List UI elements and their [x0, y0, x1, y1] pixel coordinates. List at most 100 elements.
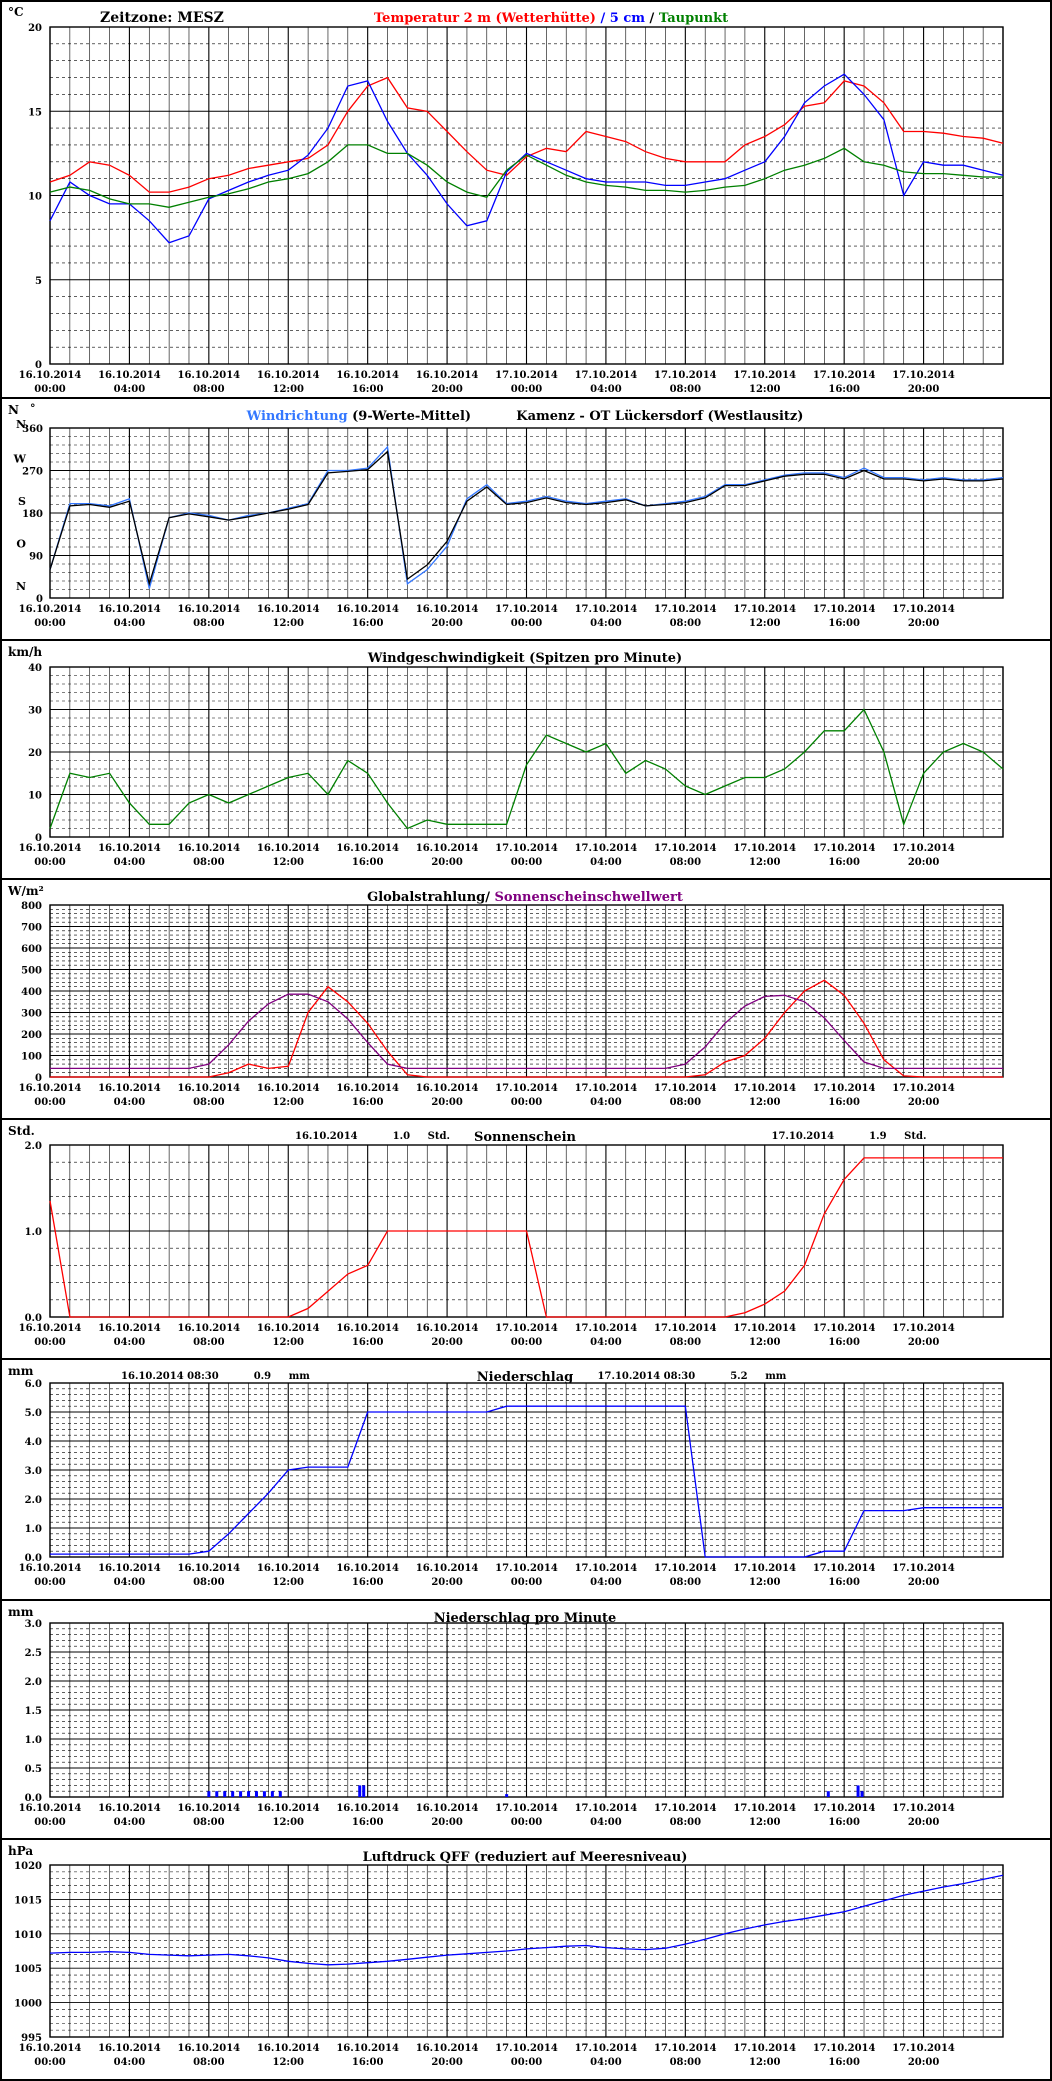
x-tick-date: 17.10.2014: [495, 370, 558, 381]
x-tick-time: 20:00: [431, 384, 463, 395]
x-tick-time: 16:00: [352, 1817, 384, 1828]
x-tick-date: 16.10.2014: [336, 604, 399, 615]
chart-title: Niederschlag: [477, 1370, 573, 1385]
chart-title-part: Globalstrahlung: [367, 890, 485, 905]
y-tick-label: 0.5: [25, 1764, 42, 1775]
y-tick-label: 20: [28, 748, 42, 759]
x-tick-date: 17.10.2014: [733, 843, 796, 854]
precip-bar: [270, 1791, 274, 1797]
x-tick-time: 16:00: [828, 1337, 860, 1348]
annotation-value: 5.2: [730, 1371, 747, 1382]
series-line: [50, 1405, 1003, 1558]
chart-title: Globalstrahlung/ Sonnenscheinschwellwert: [367, 890, 683, 905]
x-tick-time: 12:00: [749, 857, 781, 868]
x-tick-time: 20:00: [431, 618, 463, 629]
chart-title-part: Niederschlag: [477, 1370, 573, 1385]
x-tick-date: 17.10.2014: [733, 604, 796, 615]
x-tick-date: 17.10.2014: [654, 843, 717, 854]
chart-title: Temperatur 2 m (Wetterhütte) / 5 cm / Ta…: [374, 11, 728, 26]
x-tick-time: 04:00: [114, 1097, 146, 1108]
annotation-date: 17.10.2014 08:30: [598, 1371, 696, 1382]
chart-title: Sonnenschein: [474, 1130, 577, 1145]
x-tick-date: 17.10.2014: [892, 1083, 955, 1094]
x-tick-date: 16.10.2014: [19, 843, 82, 854]
x-tick-time: 04:00: [590, 618, 622, 629]
x-tick-date: 16.10.2014: [257, 370, 320, 381]
x-tick-date: 16.10.2014: [19, 604, 82, 615]
x-tick-time: 04:00: [114, 1817, 146, 1828]
x-tick-time: 08:00: [193, 384, 225, 395]
x-tick-date: 17.10.2014: [575, 370, 638, 381]
chart-panel-7: 0.0 0.5 1.0 1.5 2.0 2.5 3.0mm Niederschlag pro …: [0, 1599, 1052, 1828]
x-tick-date: 16.10.2014: [98, 1083, 161, 1094]
x-tick-date: 17.10.2014: [495, 1323, 558, 1334]
x-tick-time: 00:00: [34, 2057, 66, 2068]
x-tick-date: 16.10.2014: [416, 1323, 479, 1334]
x-tick-time: 20:00: [431, 857, 463, 868]
x-tick-date: 16.10.2014: [19, 1803, 82, 1814]
precip-bar: [826, 1791, 830, 1797]
y-tick-label: 10: [28, 192, 42, 203]
y-tick-label: 5: [35, 276, 42, 287]
x-tick-time: 16:00: [352, 1337, 384, 1348]
y-tick-label: 0.0: [25, 1793, 42, 1804]
x-tick-date: 16.10.2014: [416, 2043, 479, 2054]
x-tick-time: 12:00: [272, 1337, 304, 1348]
x-tick-time: 08:00: [193, 1817, 225, 1828]
x-tick-time: 00:00: [511, 2057, 543, 2068]
x-tick-time: 20:00: [908, 857, 940, 868]
x-tick-time: 00:00: [34, 1337, 66, 1348]
x-tick-date: 17.10.2014: [575, 1083, 638, 1094]
chart-title-part: Sonnenschein: [474, 1130, 577, 1145]
x-tick-time: 16:00: [352, 384, 384, 395]
unit-label: mm: [8, 1605, 34, 1619]
x-tick-date: 16.10.2014: [257, 1083, 320, 1094]
unit-label: mm: [8, 1364, 34, 1378]
y-tick-label: 10: [28, 791, 42, 802]
x-tick-time: 08:00: [670, 384, 702, 395]
chart-title: Luftdruck QFF (reduziert auf Meeresnivea…: [363, 1850, 688, 1865]
x-tick-date: 16.10.2014: [416, 370, 479, 381]
x-tick-time: 12:00: [749, 1337, 781, 1348]
chart-panel-3: 0 10 20 30 40 km/h Windgeschwindigkeit (Spitze…: [0, 639, 1052, 868]
chart-title: Windrichtung (9-Werte-Mittel) Kamenz - O…: [246, 409, 804, 424]
x-tick-date: 17.10.2014: [654, 1323, 717, 1334]
x-tick-time: 20:00: [431, 1577, 463, 1588]
x-tick-time: 20:00: [908, 384, 940, 395]
y-tick-label: 0.0: [25, 1313, 42, 1324]
x-tick-date: 17.10.2014: [495, 2043, 558, 2054]
x-tick-time: 04:00: [590, 857, 622, 868]
x-tick-date: 16.10.2014: [19, 1323, 82, 1334]
x-tick-time: 20:00: [431, 1817, 463, 1828]
y-tick-label: 1.0: [25, 1227, 42, 1238]
chart-title-part: /: [485, 890, 494, 905]
chart-title-part: Temperatur 2 m (Wetterhütte): [374, 11, 596, 26]
chart-panel-5: 0.0 1.0 2.0 Std. Sonnenschein 16.10.2014 1.0 St…: [0, 1118, 1052, 1348]
x-tick-time: 04:00: [114, 2057, 146, 2068]
x-tick-time: 12:00: [749, 618, 781, 629]
x-tick-date: 17.10.2014: [575, 1803, 638, 1814]
x-tick-date: 16.10.2014: [98, 843, 161, 854]
x-tick-date: 16.10.2014: [19, 1083, 82, 1094]
annotation-unit: mm: [289, 1371, 311, 1382]
x-tick-date: 16.10.2014: [336, 370, 399, 381]
x-tick-time: 08:00: [193, 2057, 225, 2068]
unit-label: °C: [8, 5, 24, 19]
annotation-unit: Std.: [904, 1131, 926, 1142]
x-tick-time: 12:00: [749, 1817, 781, 1828]
y-tick-label: 15: [28, 107, 42, 118]
x-tick-date: 16.10.2014: [98, 2043, 161, 2054]
x-tick-date: 17.10.2014: [892, 843, 955, 854]
x-tick-time: 00:00: [34, 1097, 66, 1108]
y-tick-label: 0: [35, 833, 42, 844]
x-tick-date: 17.10.2014: [654, 1083, 717, 1094]
chart-title-part: Niederschlag pro Minute: [434, 1611, 617, 1626]
precip-bar: [860, 1791, 864, 1797]
x-tick-time: 08:00: [670, 1577, 702, 1588]
plot-frame: [49, 1622, 1004, 1798]
x-tick-date: 17.10.2014: [575, 604, 638, 615]
x-tick-time: 20:00: [431, 2057, 463, 2068]
x-tick-date: 17.10.2014: [495, 1563, 558, 1574]
